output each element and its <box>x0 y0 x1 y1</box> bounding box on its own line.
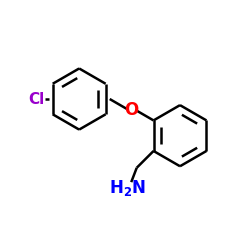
Text: Cl: Cl <box>28 92 44 106</box>
Text: O: O <box>124 101 139 119</box>
Text: $\mathregular{H_2N}$: $\mathregular{H_2N}$ <box>109 178 146 198</box>
